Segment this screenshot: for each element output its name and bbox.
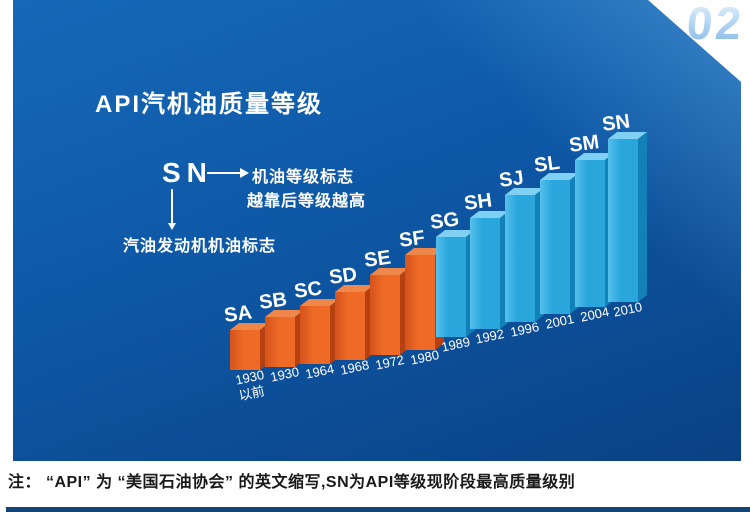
- bar-year-label: 1980: [409, 346, 441, 368]
- bar-front-face: [230, 330, 260, 370]
- bar-grade-label: SH: [462, 189, 494, 216]
- footnote: 注： “API” 为 “美国石油协会” 的英文缩写,SN为API等级现阶段最高质…: [8, 474, 576, 491]
- bar-front-face: [436, 237, 466, 337]
- bar-front-face: [575, 160, 605, 307]
- bar-year-label: 2004: [579, 303, 611, 325]
- bar-grade-label: SL: [532, 151, 562, 178]
- bar-year-label: 1989: [440, 333, 472, 355]
- bar-front-face: [608, 139, 638, 302]
- bar-grade-label: SG: [428, 208, 461, 235]
- bar-top-face: [405, 248, 444, 255]
- callout-grade-code: SN: [162, 157, 213, 188]
- bar-front-face: [335, 292, 365, 360]
- bar-grade-label: SF: [397, 226, 427, 253]
- bar-grade-label: SE: [362, 246, 393, 273]
- bar-front-face: [470, 218, 500, 329]
- bar-side-face: [295, 310, 304, 367]
- bar-year-label: 2001: [544, 310, 576, 332]
- bar-grade-label: SC: [292, 277, 324, 304]
- callout-grade-mark-sub: 越靠后等级越高: [247, 193, 367, 210]
- bar-side-face: [638, 132, 647, 302]
- bar-sb: [265, 310, 304, 367]
- bar-sc: [300, 299, 339, 364]
- bar-sh: [470, 211, 509, 329]
- bar-grade-label: SM: [567, 131, 601, 158]
- bar-front-face: [370, 275, 400, 355]
- bar-year-label: 1996: [509, 318, 541, 340]
- bar-year-label: 1930: [269, 363, 301, 385]
- bar-grade-label: SD: [327, 263, 359, 290]
- bar-grade-label: SB: [257, 288, 289, 315]
- bar-top-face: [575, 153, 614, 160]
- bar-side-face: [535, 188, 544, 322]
- bar-top-face: [436, 230, 475, 237]
- bar-front-face: [505, 195, 535, 322]
- bar-side-face: [330, 299, 339, 364]
- bar-grade-label: SJ: [497, 166, 526, 193]
- bar-side-face: [500, 211, 509, 329]
- bar-front-face: [300, 306, 330, 364]
- bar-se: [370, 268, 409, 355]
- bar-top-face: [300, 299, 339, 306]
- bar-year-label: 1968: [339, 356, 371, 378]
- bar-top-face: [335, 285, 374, 292]
- bar-top-face: [265, 310, 304, 317]
- bar-sn: [608, 132, 647, 302]
- bottom-divider-bar: [6, 507, 750, 512]
- grade-bar-chart: SA 1930 以前 SB 1930 SC 1964 SD 1968 SE 1972 SF 1980 SG…: [222, 110, 750, 404]
- bar-side-face: [260, 323, 269, 370]
- callout-engine-mark-label: 汽油发动机机油标志: [123, 238, 277, 255]
- bar-front-face: [265, 317, 295, 367]
- bar-year-label: 1930 以前: [234, 366, 266, 404]
- bar-top-face: [505, 188, 544, 195]
- callout-horizontal-line: [207, 172, 240, 174]
- callout-grade-mark-label: 机油等级标志: [252, 169, 355, 186]
- bar-grade-label: SA: [222, 301, 254, 328]
- bar-top-face: [370, 268, 409, 275]
- bar-year-label: 2010: [612, 298, 644, 320]
- bar-sl: [540, 173, 579, 314]
- bar-year-label: 1992: [474, 325, 506, 347]
- bar-year-label: 1964: [304, 360, 336, 382]
- bar-front-face: [540, 180, 570, 314]
- bar-side-face: [365, 285, 374, 360]
- callout-vertical-line: [171, 189, 173, 223]
- bar-sj: [505, 188, 544, 322]
- bar-front-face: [405, 255, 435, 350]
- bar-sd: [335, 285, 374, 360]
- bar-grade-label: SN: [600, 110, 632, 137]
- bar-top-face: [608, 132, 647, 139]
- page-title: API汽机油质量等级: [95, 91, 324, 118]
- down-arrow-icon: [168, 223, 176, 230]
- right-arrow-icon: [240, 168, 249, 178]
- bar-year-label: 1972: [374, 351, 406, 373]
- bar-top-face: [540, 173, 579, 180]
- bar-side-face: [570, 173, 579, 314]
- bar-side-face: [400, 268, 409, 355]
- bar-top-face: [470, 211, 509, 218]
- bar-sa: [230, 323, 269, 370]
- bar-top-face: [230, 323, 269, 330]
